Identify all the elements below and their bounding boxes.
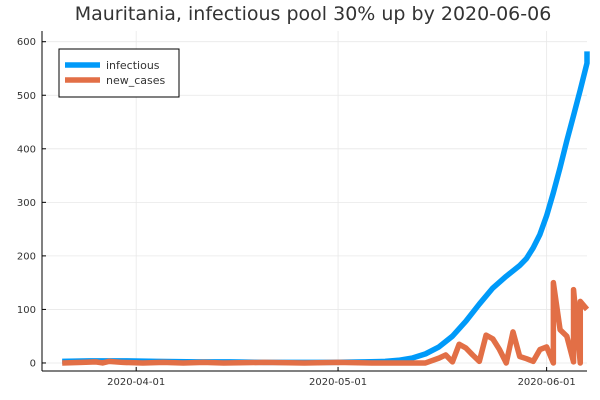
axes [41,31,587,372]
y-axis-ticks: 0 100 200 300 400 500 600 [17,37,46,369]
legend-label-new_cases: new_cases [106,74,166,87]
y-tick-label: 600 [17,37,36,48]
x-tick-label: 2020-04-01 [107,377,165,388]
x-axis-ticks: 2020-04-01 2020-05-01 2020-06-01 [107,367,576,388]
y-tick-label: 100 [17,305,36,316]
series-line-new_cases [62,279,590,366]
y-tick-label: 0 [30,358,36,369]
chart-title: Mauritania, infectious pool 30% up by 20… [75,3,552,25]
y-tick-label: 300 [17,198,36,209]
series-line-infectious [62,51,590,366]
legend-label-infectious: infectious [106,59,160,72]
y-tick-label: 500 [17,91,36,102]
x-tick-label: 2020-06-01 [518,377,576,388]
series-lines [62,51,590,366]
y-tick-label: 200 [17,251,36,262]
legend: infectious new_cases [58,48,180,98]
legend-box [58,48,180,98]
y-tick-label: 400 [17,144,36,155]
x-tick-label: 2020-05-01 [309,377,367,388]
